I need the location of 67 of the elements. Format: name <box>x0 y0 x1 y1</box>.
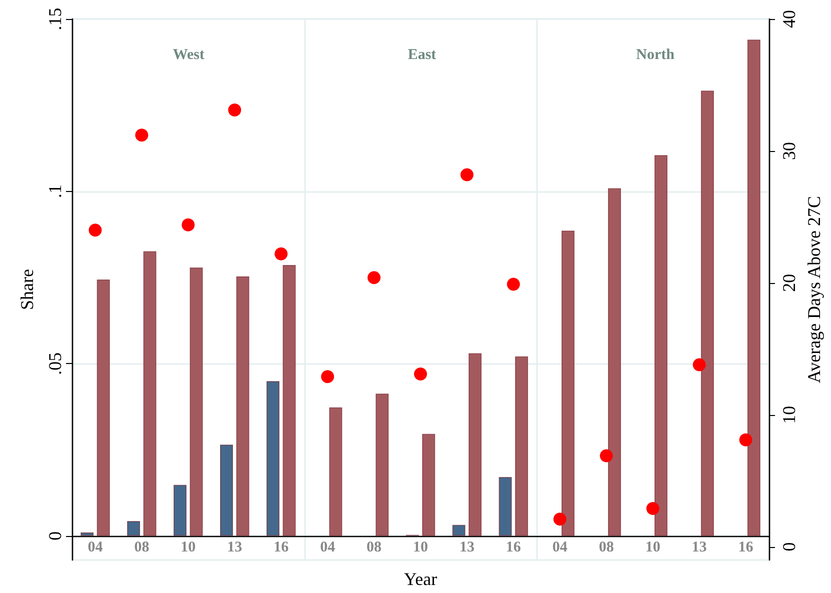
x-tick-label: 13 <box>459 540 474 556</box>
point <box>135 128 148 142</box>
point <box>368 271 381 284</box>
point <box>506 278 520 291</box>
bar <box>190 267 203 536</box>
x-tick-label: 08 <box>598 540 614 556</box>
y2-axis-title: Average Days Above 27C <box>804 196 824 384</box>
y-tick-label: .1 <box>45 184 65 198</box>
x-tick-label: 16 <box>506 540 522 556</box>
point <box>274 247 288 260</box>
y-axis-title: Share <box>17 269 37 310</box>
bar <box>80 532 94 536</box>
x-tick-label: 10 <box>180 540 196 556</box>
x-tick-label: 16 <box>738 540 754 556</box>
bar <box>654 155 668 536</box>
point <box>646 502 660 516</box>
x-axis-title: Year <box>404 569 438 589</box>
bar <box>376 394 389 536</box>
point <box>228 104 242 117</box>
x-tick-label: 13 <box>227 540 242 556</box>
bar <box>174 484 187 536</box>
y-tick-label: .15 <box>45 8 65 30</box>
x-tick-label: 16 <box>274 540 290 556</box>
bar <box>236 276 250 536</box>
point <box>321 370 334 384</box>
bar <box>329 407 342 536</box>
y2-tick-label: 0 <box>779 542 799 552</box>
y2-tick-label: 20 <box>779 274 799 292</box>
x-tick-label: 10 <box>645 540 660 556</box>
y2-tick-label: 30 <box>779 142 799 160</box>
x-tick-label: 13 <box>692 540 707 556</box>
bar <box>266 381 280 536</box>
bar <box>422 434 436 536</box>
bar <box>127 521 140 536</box>
point <box>739 433 752 446</box>
bar <box>96 280 110 536</box>
x-tick-label: 08 <box>134 540 150 556</box>
point <box>553 512 566 526</box>
bar <box>515 356 528 536</box>
x-tick-label: 08 <box>366 540 382 556</box>
x-tick-label: 04 <box>88 540 104 556</box>
annotation: East <box>408 47 436 63</box>
bar <box>468 353 482 536</box>
annotation: North <box>636 47 676 63</box>
bar <box>608 188 621 536</box>
point <box>88 224 102 237</box>
point <box>414 367 427 380</box>
y-tick-label: 0 <box>45 531 65 540</box>
bar <box>498 476 512 536</box>
y-tick-label: .05 <box>45 352 65 375</box>
bar <box>747 40 760 536</box>
bar <box>220 444 234 536</box>
x-tick-label: 10 <box>413 540 428 556</box>
annotation: West <box>172 47 205 63</box>
x-tick-label: 04 <box>320 540 336 556</box>
point <box>600 449 613 462</box>
point <box>692 358 706 372</box>
x-tick-label: 04 <box>552 540 568 556</box>
bar <box>143 251 156 536</box>
point <box>182 218 195 232</box>
bar <box>700 90 714 536</box>
bar <box>282 265 296 536</box>
y2-tick-label: 10 <box>779 406 799 424</box>
point <box>460 168 474 182</box>
bar <box>562 230 575 536</box>
bar <box>452 524 466 536</box>
y2-tick-label: 40 <box>779 10 799 28</box>
